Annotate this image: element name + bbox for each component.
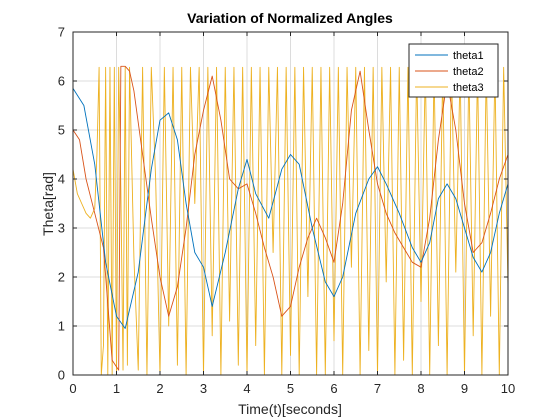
series-line-theta2 <box>72 65 509 371</box>
y-tick-labels: 0 1 2 3 4 5 6 7 <box>58 25 65 383</box>
x-tick-label: 0 <box>69 381 76 396</box>
x-tick-label: 4 <box>243 381 250 396</box>
y-tick-label: 6 <box>58 74 65 89</box>
legend-label-theta1: theta1 <box>453 50 484 62</box>
series-line-theta1 <box>72 88 509 329</box>
chart-title: Variation of Normalized Angles <box>187 10 393 26</box>
legend: theta1 theta2 theta3 <box>408 43 499 98</box>
x-tick-label: 3 <box>200 381 207 396</box>
x-tick-label: 9 <box>461 381 468 396</box>
y-tick-label: 7 <box>58 25 65 40</box>
x-tick-label: 10 <box>501 381 515 396</box>
legend-label-theta2: theta2 <box>453 66 484 78</box>
x-tick-label: 2 <box>156 381 163 396</box>
x-tick-labels: 0 1 2 3 4 5 6 7 8 9 10 <box>69 381 515 396</box>
y-tick-label: 0 <box>58 368 65 383</box>
y-tick-label: 3 <box>58 221 65 236</box>
ticks <box>72 31 509 376</box>
x-tick-label: 1 <box>113 381 120 396</box>
y-tick-label: 1 <box>58 319 65 334</box>
x-axis-label: Time(t)[seconds] <box>238 401 342 417</box>
x-tick-label: 6 <box>330 381 337 396</box>
y-tick-label: 4 <box>58 172 65 187</box>
x-tick-label: 8 <box>417 381 424 396</box>
legend-label-theta3: theta3 <box>453 82 484 94</box>
x-tick-label: 7 <box>374 381 381 396</box>
y-axis-label: Theta[rad] <box>40 172 56 236</box>
x-tick-label: 5 <box>287 381 294 396</box>
y-tick-label: 5 <box>58 123 65 138</box>
y-tick-label: 2 <box>58 270 65 285</box>
